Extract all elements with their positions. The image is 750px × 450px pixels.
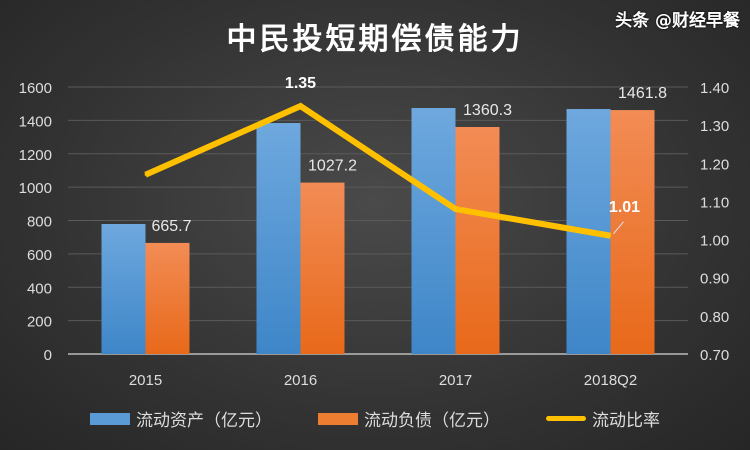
data-label: 1027.2 bbox=[308, 158, 357, 175]
watermark: 头条 @财经早餐 bbox=[615, 11, 740, 31]
ratio-point bbox=[299, 105, 302, 108]
data-label: 1360.3 bbox=[463, 102, 512, 119]
data-label: 665.7 bbox=[151, 218, 191, 235]
legend: 流动资产（亿元） 流动负债（亿元） 流动比率 bbox=[90, 406, 706, 431]
y-left-tick-label: 800 bbox=[27, 214, 52, 231]
ratio-data-label: 1.01 bbox=[609, 199, 640, 216]
y-left-tick-label: 200 bbox=[27, 314, 52, 331]
ratio-point bbox=[454, 208, 457, 211]
x-tick-label: 2015 bbox=[129, 372, 162, 389]
label-leader bbox=[613, 221, 624, 235]
x-tick-label: 2017 bbox=[439, 372, 472, 389]
y-right-tick-label: 1.20 bbox=[700, 156, 729, 173]
y-right-tick-label: 0.90 bbox=[700, 271, 729, 288]
y-right-tick-label: 1.30 bbox=[700, 118, 729, 135]
bar-assets bbox=[411, 108, 456, 355]
bar-liabilities bbox=[300, 182, 345, 354]
ratio-point bbox=[144, 173, 147, 176]
x-tick-label: 2016 bbox=[284, 372, 317, 389]
ratio-point bbox=[609, 234, 612, 237]
legend-label: 流动比率 bbox=[592, 411, 660, 431]
legend-item-liabilities: 流动负债（亿元） bbox=[318, 406, 500, 431]
y-left-tick-label: 1000 bbox=[19, 180, 52, 197]
chart-title: 中民投短期偿债能力 bbox=[226, 22, 524, 57]
legend-label: 流动资产（亿元） bbox=[136, 411, 272, 431]
ratio-data-label: 1.35 bbox=[285, 75, 316, 92]
x-tick-label: 2018Q2 bbox=[584, 372, 637, 389]
y-left-tick-label: 1200 bbox=[19, 147, 52, 164]
ratio-line bbox=[144, 102, 612, 239]
y-left-tick-label: 400 bbox=[27, 280, 52, 297]
bar-liabilities bbox=[610, 110, 655, 354]
bar-liabilities bbox=[145, 242, 190, 354]
y-right-tick-label: 1.40 bbox=[700, 80, 729, 97]
y-right-tick-label: 0.80 bbox=[700, 309, 729, 326]
bar-liabilities bbox=[455, 126, 500, 354]
y-left-tick-label: 1600 bbox=[19, 80, 52, 97]
y-right-tick-label: 1.00 bbox=[700, 233, 729, 250]
y-right-tick-label: 0.70 bbox=[700, 347, 729, 364]
y-left-tick-label: 1400 bbox=[19, 113, 52, 130]
bar-assets bbox=[101, 224, 146, 354]
legend-label: 流动负债（亿元） bbox=[364, 411, 500, 431]
legend-item-assets: 流动资产（亿元） bbox=[90, 406, 272, 431]
data-label: 1461.8 bbox=[618, 85, 667, 102]
legend-item-ratio: 流动比率 bbox=[546, 406, 660, 431]
bar-assets bbox=[256, 123, 301, 354]
y-left-tick-label: 600 bbox=[27, 247, 52, 264]
y-right-tick-label: 1.10 bbox=[700, 194, 729, 211]
y-left-tick-label: 0 bbox=[44, 347, 52, 364]
